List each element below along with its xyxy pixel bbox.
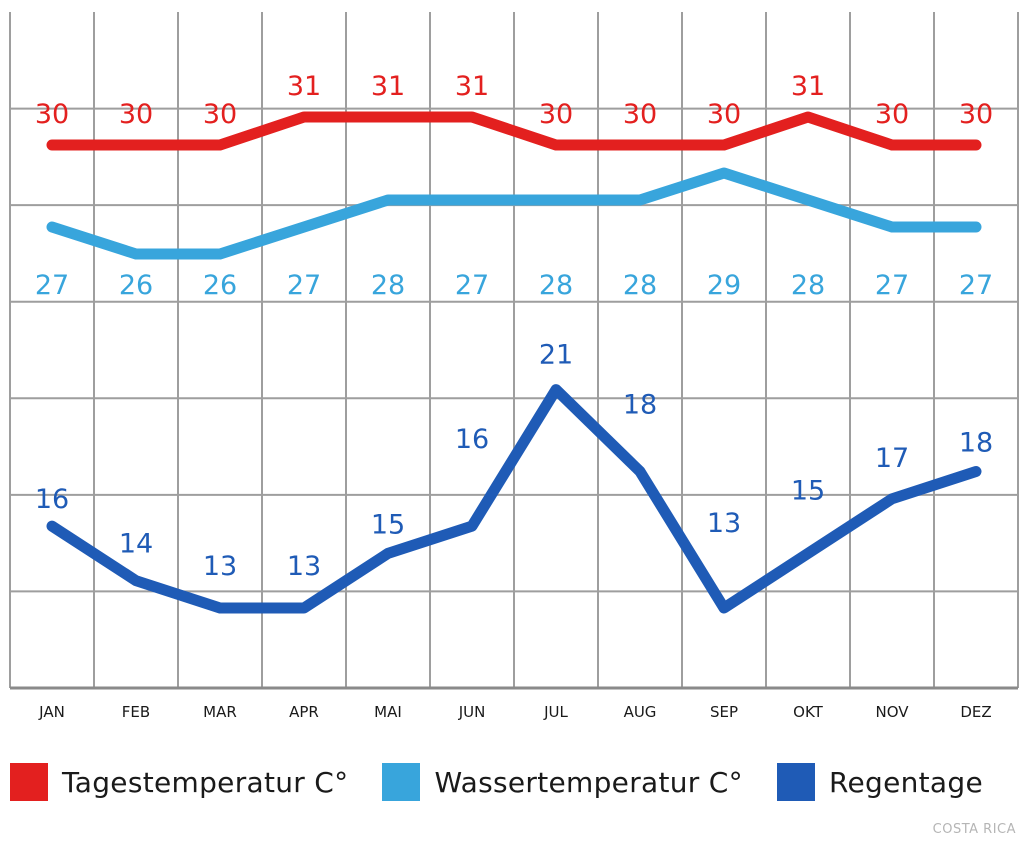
data-point-tagestemperatur [555, 144, 557, 146]
legend-item-regentage: Regentage [776, 763, 983, 801]
data-label-tagestemperatur: 31 [371, 71, 405, 102]
data-point-tagestemperatur [219, 144, 221, 146]
legend-label-wassertemperatur: Wassertemperatur C° [434, 765, 743, 799]
data-point-tagestemperatur [135, 144, 137, 146]
data-point-regentage [807, 552, 809, 554]
x-tick-label: AUG [624, 703, 657, 721]
data-label-tagestemperatur: 31 [287, 71, 321, 102]
data-point-regentage [303, 607, 305, 609]
data-label-wassertemperatur: 27 [455, 270, 489, 301]
x-tick-label: JUL [543, 703, 568, 721]
data-label-wassertemperatur: 26 [119, 270, 153, 301]
data-point-wassertemperatur [975, 226, 977, 228]
data-label-tagestemperatur: 31 [791, 71, 825, 102]
legend-swatch-red [10, 763, 48, 801]
x-tick-label: APR [289, 703, 319, 721]
data-point-tagestemperatur [51, 144, 53, 146]
data-label-regentage: 21 [539, 340, 573, 371]
data-point-wassertemperatur [555, 199, 557, 201]
data-label-tagestemperatur: 30 [203, 99, 237, 130]
data-point-regentage [135, 580, 137, 582]
data-label-wassertemperatur: 27 [35, 270, 69, 301]
chart: JAN FEB MAR APR MAI JUN JUL AUG SEP OKT NOV DEZ 30 30… [9, 12, 1019, 721]
x-tick-label: SEP [710, 703, 738, 721]
data-point-tagestemperatur [975, 144, 977, 146]
footer-caption: COSTA RICA [932, 822, 1016, 837]
data-label-tagestemperatur: 30 [623, 99, 657, 130]
data-label-wassertemperatur: 28 [539, 270, 573, 301]
data-point-regentage [723, 607, 725, 609]
legend-label-regentage: Regentage [828, 765, 983, 799]
x-tick-label: OKT [793, 703, 823, 721]
data-label-tagestemperatur: 30 [119, 99, 153, 130]
legend-swatch-light-blue [382, 763, 421, 801]
data-label-regentage: 13 [287, 551, 321, 582]
data-point-wassertemperatur [135, 253, 137, 255]
data-label-regentage: 14 [119, 529, 153, 560]
data-point-wassertemperatur [387, 199, 389, 201]
data-point-wassertemperatur [891, 226, 893, 228]
legend-swatch-dark-blue [776, 763, 815, 801]
data-point-regentage [51, 525, 53, 527]
series-line-wassertemperatur [46, 167, 982, 260]
data-label-regentage: 15 [371, 509, 405, 540]
data-point-regentage [471, 525, 473, 527]
data-point-tagestemperatur [807, 116, 809, 118]
data-label-wassertemperatur: 27 [959, 270, 993, 301]
x-tick-label: NOV [875, 703, 909, 721]
data-point-regentage [891, 498, 893, 500]
data-point-regentage [219, 607, 221, 609]
data-point-wassertemperatur [639, 199, 641, 201]
data-label-tagestemperatur: 31 [455, 71, 489, 102]
data-point-wassertemperatur [807, 199, 809, 201]
data-point-regentage [639, 471, 641, 473]
data-label-tagestemperatur: 30 [959, 99, 993, 130]
data-point-wassertemperatur [471, 199, 473, 201]
data-label-regentage: 13 [707, 508, 741, 539]
data-label-wassertemperatur: 27 [875, 270, 909, 301]
data-point-tagestemperatur [471, 116, 473, 118]
series-line-regentage [46, 384, 982, 614]
data-label-wassertemperatur: 28 [371, 270, 405, 301]
data-label-wassertemperatur: 29 [707, 270, 741, 301]
data-point-wassertemperatur [723, 172, 725, 174]
data-point-tagestemperatur [891, 144, 893, 146]
data-label-regentage: 15 [791, 475, 825, 506]
legend-item-tagestemperatur: Tagestemperatur C° [10, 763, 348, 801]
data-point-wassertemperatur [51, 226, 53, 228]
data-label-tagestemperatur: 30 [35, 99, 69, 130]
data-point-tagestemperatur [639, 144, 641, 146]
x-tick-label: MAI [374, 703, 402, 721]
data-label-regentage: 13 [203, 551, 237, 582]
data-point-regentage [387, 552, 389, 554]
legend-item-wassertemperatur: Wassertemperatur C° [382, 763, 743, 801]
legend-label-tagestemperatur: Tagestemperatur C° [62, 765, 349, 799]
data-label-tagestemperatur: 30 [875, 99, 909, 130]
data-label-wassertemperatur: 27 [287, 270, 321, 301]
data-label-regentage: 18 [959, 428, 993, 459]
legend: Tagestemperatur C° Wassertemperatur C° R… [10, 760, 1020, 804]
data-point-regentage [975, 471, 977, 473]
data-point-tagestemperatur [303, 116, 305, 118]
data-label-tagestemperatur: 30 [539, 99, 573, 130]
series-line-tagestemperatur [46, 111, 982, 151]
x-tick-label: FEB [122, 703, 150, 721]
data-label-regentage: 16 [35, 484, 69, 515]
data-label-regentage: 16 [455, 424, 489, 455]
data-point-wassertemperatur [303, 226, 305, 228]
data-point-wassertemperatur [219, 253, 221, 255]
data-label-regentage: 18 [623, 390, 657, 421]
x-tick-label: JAN [38, 703, 65, 721]
data-label-tagestemperatur: 30 [707, 99, 741, 130]
data-label-wassertemperatur: 28 [791, 270, 825, 301]
x-tick-label: JUN [458, 703, 486, 721]
data-label-wassertemperatur: 26 [203, 270, 237, 301]
data-point-tagestemperatur [387, 116, 389, 118]
data-point-regentage [555, 389, 557, 391]
x-tick-label: MAR [203, 703, 237, 721]
data-point-tagestemperatur [723, 144, 725, 146]
x-tick-label: DEZ [960, 703, 991, 721]
data-label-wassertemperatur: 28 [623, 270, 657, 301]
data-label-regentage: 17 [875, 443, 909, 474]
